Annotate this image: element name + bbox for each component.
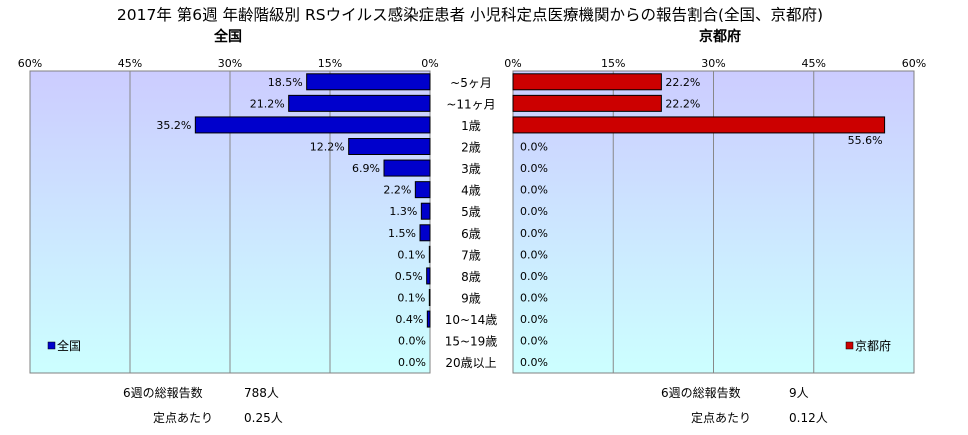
data-label: 35.2% (156, 119, 191, 132)
legend-swatch (845, 341, 854, 350)
data-label: 22.2% (665, 76, 700, 89)
category-label: 3歳 (461, 162, 481, 176)
chart-title: 2017年 第6週 年齢階級別 RSウイルス感染症患者 小児科定点医療機関からの… (117, 6, 823, 24)
data-label: 0.0% (520, 141, 548, 154)
footer-value: 788人 (244, 386, 279, 400)
category-label: 20歳以上 (445, 356, 496, 370)
x-tick-label: 60% (18, 57, 42, 70)
data-label: 18.5% (268, 76, 303, 89)
bar (428, 289, 431, 306)
data-label: 0.0% (520, 227, 548, 240)
bar (194, 116, 431, 134)
data-label: 0.0% (520, 313, 548, 326)
x-tick-label: 15% (318, 57, 342, 70)
data-label: 12.2% (310, 141, 345, 154)
data-label: 0.0% (520, 248, 548, 261)
category-label: 10~14歳 (445, 313, 498, 327)
bar (288, 94, 431, 112)
category-label: 5歳 (461, 205, 481, 219)
data-label: 0.1% (397, 292, 425, 305)
category-label: ~5ヶ月 (450, 76, 492, 90)
x-tick-label: 30% (701, 57, 725, 70)
bar (512, 94, 662, 112)
legend-label: 全国 (57, 338, 81, 353)
bar (426, 310, 431, 328)
data-label: 0.0% (520, 335, 548, 348)
category-label: 4歳 (461, 184, 481, 198)
category-label: 1歳 (461, 119, 481, 133)
data-label: 0.0% (520, 292, 548, 305)
panel-title: 全国 (213, 28, 242, 45)
x-tick-label: 45% (118, 57, 142, 70)
data-label: 0.4% (395, 313, 423, 326)
data-label: 6.9% (352, 162, 380, 175)
data-label: 22.2% (665, 97, 700, 110)
bar (426, 267, 431, 285)
bar (419, 224, 431, 242)
data-label: 55.6% (848, 134, 883, 147)
data-label: 0.0% (398, 356, 426, 369)
panel-national: 全国 60% 45% 30% 15% 0% 18.5% 21.2% 35.2% 12.2% 6.9%… (18, 28, 439, 425)
x-tick-label: 0% (421, 57, 438, 70)
data-label: 1.3% (389, 205, 417, 218)
category-label: 8歳 (461, 270, 481, 284)
data-label: 21.2% (250, 97, 285, 110)
x-tick-label: 15% (601, 57, 625, 70)
data-label: 0.0% (398, 335, 426, 348)
x-tick-label: 0% (504, 57, 521, 70)
legend-label: 京都府 (855, 338, 891, 353)
data-label: 1.5% (388, 227, 416, 240)
footer-value: 0.12人 (789, 411, 828, 425)
bar (420, 202, 431, 220)
x-tick-label: 45% (802, 57, 826, 70)
data-label: 0.0% (520, 270, 548, 283)
category-label: 9歳 (461, 292, 481, 306)
category-label: 6歳 (461, 227, 481, 241)
x-tick-label: 60% (902, 57, 926, 70)
data-label: 2.2% (383, 184, 411, 197)
footer-label: 定点あたり (153, 410, 213, 425)
bar (348, 138, 431, 155)
bar (414, 181, 431, 199)
x-tick-label: 30% (218, 57, 242, 70)
footer-value: 0.25人 (244, 411, 283, 425)
data-label: 0.0% (520, 162, 548, 175)
category-label: ~11ヶ月 (446, 97, 495, 111)
data-label: 0.5% (395, 270, 423, 283)
category-label: 15~19歳 (445, 335, 498, 349)
bar (512, 116, 886, 134)
footer-label: 定点あたり (691, 410, 751, 425)
footer-value: 9人 (789, 386, 809, 400)
footer-label: 6週の総報告数 (123, 385, 203, 400)
bar (512, 73, 662, 91)
bar (428, 245, 431, 263)
data-label: 0.0% (520, 356, 548, 369)
data-label: 0.1% (397, 248, 425, 261)
category-label: 7歳 (461, 248, 481, 262)
footer-label: 6週の総報告数 (661, 385, 741, 400)
legend-swatch (47, 341, 56, 350)
panel-title: 京都府 (699, 28, 741, 45)
category-label: 2歳 (461, 141, 481, 155)
data-label: 0.0% (520, 184, 548, 197)
data-label: 0.0% (520, 205, 548, 218)
bar (306, 73, 431, 91)
bar (383, 159, 431, 177)
panel-kyoto: 京都府 0% 15% 30% 45% 60% 22.2% 22.2% 55.6% 0.0% 0.0%… (504, 28, 926, 425)
